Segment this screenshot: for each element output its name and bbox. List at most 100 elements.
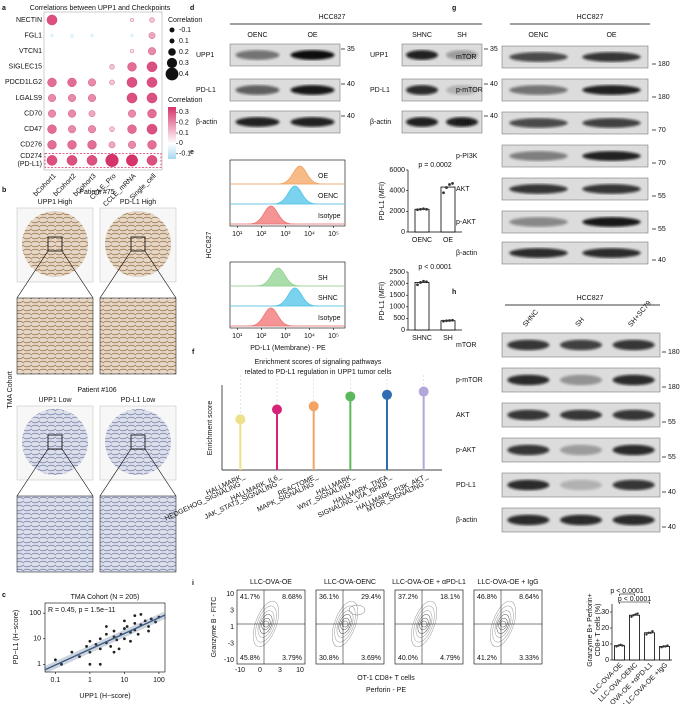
band — [559, 409, 603, 421]
corr-dot — [68, 94, 76, 102]
histogram — [230, 307, 345, 327]
contour — [499, 620, 507, 628]
band — [446, 50, 478, 60]
band — [612, 339, 655, 351]
contour — [341, 620, 349, 628]
tma-core — [105, 409, 171, 475]
label: 10² — [256, 231, 267, 238]
marker-label: 40 — [668, 489, 676, 496]
scatter-point — [112, 650, 116, 654]
legend-dot — [166, 57, 178, 69]
legend-title: Correlation — [168, 17, 202, 24]
label: 0.1 — [179, 38, 189, 45]
corr-dot — [88, 94, 96, 102]
scatter-point — [85, 645, 88, 648]
quadrant-label: 18.1% — [440, 594, 460, 601]
corr-dot — [146, 77, 158, 88]
data-point — [662, 645, 665, 648]
marker-label: 180 — [658, 94, 670, 101]
zoom-line — [99, 250, 132, 299]
band — [509, 217, 568, 227]
corr-dot — [127, 62, 137, 72]
corr-dot — [129, 17, 134, 22]
contour — [336, 610, 354, 638]
row-label: p-PI3K — [456, 153, 478, 160]
lollipop-head — [308, 401, 319, 412]
scatter-point — [88, 662, 92, 666]
contour — [489, 600, 517, 648]
row-label: VTCN1 — [19, 48, 42, 55]
label: PD-L1 Low — [121, 397, 157, 404]
corr-dot — [126, 154, 138, 167]
lane-label: SHNC — [522, 309, 540, 329]
contour — [420, 620, 428, 628]
blot-strip — [501, 210, 649, 234]
label: HCC827 — [577, 14, 604, 21]
hist-frame — [229, 159, 346, 227]
marker-label: 55 — [668, 419, 676, 426]
corr-dot — [130, 33, 134, 38]
flow-plot — [473, 589, 543, 665]
scatter-point — [109, 645, 113, 648]
marker-label: 40 — [668, 524, 676, 531]
scatter-point — [115, 638, 119, 642]
label: 10 — [296, 667, 304, 674]
band — [290, 50, 335, 60]
label: 3 — [230, 607, 234, 614]
lane-label: OENC — [528, 32, 548, 39]
data-point — [645, 633, 648, 636]
contour — [331, 600, 359, 648]
data-point — [425, 280, 428, 284]
scatter-point — [136, 632, 140, 636]
data-point — [636, 612, 639, 615]
lane-label: SH — [575, 317, 587, 329]
label: 0 — [258, 667, 262, 674]
band — [582, 85, 641, 95]
scatter-point — [88, 639, 92, 643]
legend-dot — [168, 48, 176, 56]
data-point — [619, 643, 622, 646]
quadrant-label: 30.8% — [319, 655, 339, 662]
data-point — [416, 283, 419, 287]
label: 0 — [605, 657, 609, 664]
label: PD-L1 (MFI) — [379, 182, 386, 221]
label: Patient #106 — [77, 387, 116, 394]
lollipop-head — [272, 404, 282, 415]
band — [509, 184, 568, 194]
trace-label: Isotype — [318, 213, 341, 220]
scatter-point — [123, 637, 126, 641]
zoom-box — [130, 434, 146, 450]
label: 10 — [33, 636, 41, 643]
label: 1 — [230, 624, 234, 631]
zoom-line — [144, 250, 177, 299]
quadrant-label: 45.8% — [240, 655, 260, 662]
label: HCC827 — [206, 231, 213, 258]
label: PD-L1 High — [120, 199, 156, 206]
band — [507, 339, 550, 351]
corr-dot — [88, 125, 96, 134]
marker-label: 35 — [347, 46, 355, 53]
legend-dot — [165, 67, 179, 81]
data-point — [660, 646, 663, 649]
band — [406, 50, 438, 60]
x-tick-label: OE — [443, 237, 453, 244]
band — [612, 409, 655, 421]
band — [582, 184, 641, 194]
band — [559, 374, 603, 386]
contour — [496, 614, 510, 634]
data-point — [664, 645, 667, 648]
row-label: p-mTOR — [456, 87, 483, 94]
corr-dot — [67, 77, 77, 88]
data-point — [442, 191, 445, 195]
corr-dot — [129, 49, 134, 54]
band — [509, 52, 568, 62]
colorbar — [168, 107, 176, 159]
marker-label: 40 — [347, 81, 355, 88]
corr-dot — [46, 14, 58, 26]
band — [509, 151, 568, 161]
band — [235, 85, 280, 95]
label: 0.4 — [179, 71, 189, 78]
data-point — [630, 615, 633, 618]
row-label: UPP1 — [196, 52, 214, 59]
marker-label: 40 — [658, 257, 666, 264]
